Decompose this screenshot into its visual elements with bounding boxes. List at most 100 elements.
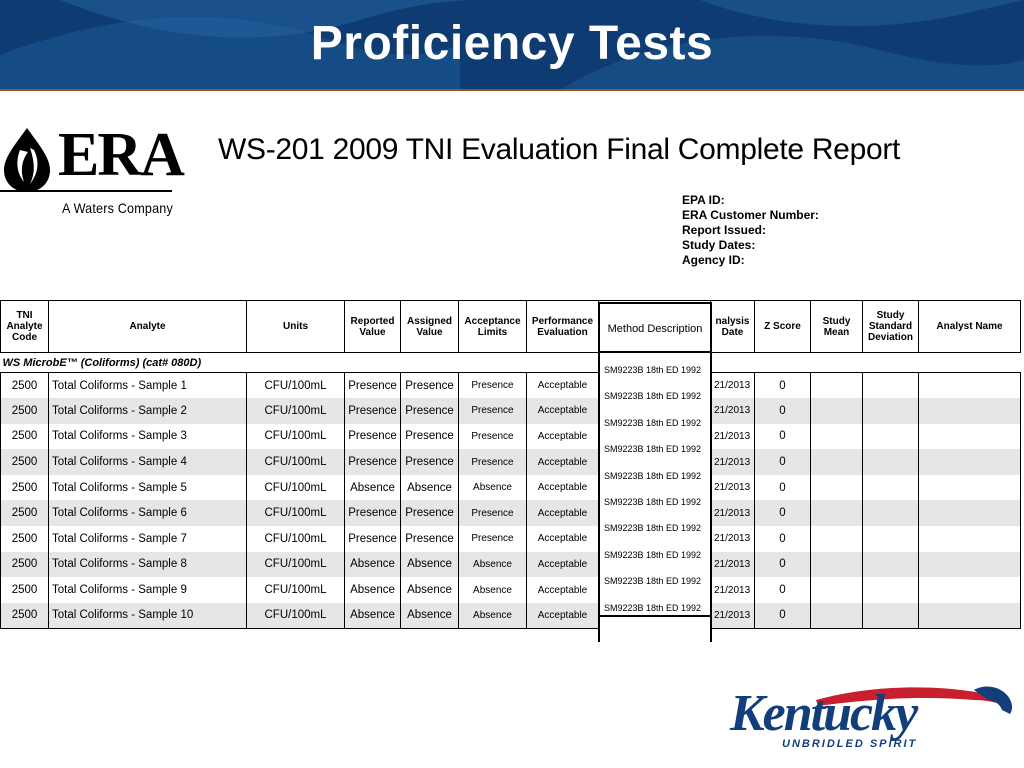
cell-code: 2500 [0,500,49,527]
cell-code: 2500 [0,474,49,501]
cell-analyte: Total Coliforms - Sample 1 [48,372,247,399]
header-z: Z Score [754,300,811,353]
cell-acceptance: Presence [458,372,527,399]
cell-units: CFU/100mL [246,551,345,578]
cell-date: 21/2013 [710,474,755,501]
cell-assigned: Presence [400,423,459,450]
cell-mean [810,577,863,603]
cell-mean [810,398,863,424]
cell-mean [810,602,863,629]
cell-reported: Presence [344,449,401,475]
cell-sd [862,398,919,424]
method-cell: SM9223B 18th ED 1992 [600,405,710,433]
header-reported: Reported Value [344,300,401,353]
cell-units: CFU/100mL [246,423,345,450]
info-customer-number: ERA Customer Number: [682,208,819,222]
cell-reported: Presence [344,526,401,552]
cell-sd [862,423,919,450]
cell-reported: Presence [344,500,401,527]
cell-date: 21/2013 [710,551,755,578]
method-cell: SM9223B 18th ED 1992 [604,549,702,560]
era-wordmark: ERA [58,121,185,189]
cell-acceptance: Presence [458,526,527,552]
cell-z: 0 [754,500,811,527]
header-mean: Study Mean [810,300,863,353]
cell-code: 2500 [0,602,49,629]
cell-reported: Presence [344,398,401,424]
cell-name [918,474,1021,501]
cell-date: 21/2013 [710,500,755,527]
info-study-dates: Study Dates: [682,238,756,252]
cell-mean [810,526,863,552]
cell-name [918,526,1021,552]
table-row: 2500 Total Coliforms - Sample 4 CFU/100mL P… [0,449,1021,475]
table-row: 2500 Total Coliforms - Sample 5 CFU/100mL A… [0,474,1021,501]
banner-swoosh-decoration [0,0,1024,90]
cell-date: 21/2013 [710,577,755,603]
era-tagline: A Waters Company [62,200,173,216]
cell-acceptance: Absence [458,474,527,501]
header-acceptance: Acceptance Limits [458,300,527,353]
cell-sd [862,372,919,399]
cell-name [918,602,1021,629]
method-cell: SM9223B 18th ED 1992 [600,511,710,538]
cell-acceptance: Absence [458,551,527,578]
cell-mean [810,551,863,578]
cell-performance: Acceptable [526,500,599,527]
cell-performance: Acceptable [526,398,599,424]
cell-acceptance: Presence [458,423,527,450]
info-epa-id: EPA ID: [682,193,725,207]
cell-mean [810,372,863,399]
kentucky-horse-logo-icon [816,686,1013,714]
cell-acceptance: Presence [458,398,527,424]
cell-code: 2500 [0,372,49,399]
cell-assigned: Absence [400,474,459,501]
group-row: WS MicrobE™ (Coliforms) (cat# 080D) [0,352,1021,373]
cell-units: CFU/100mL [246,474,345,501]
cell-name [918,551,1021,578]
method-cell: SM9223B 18th ED 1992 [604,391,702,402]
cell-date: 21/2013 [710,372,755,399]
table-row: 2500 Total Coliforms - Sample 2 CFU/100mL P… [0,398,1021,424]
cell-name [918,398,1021,424]
cell-analyte: Total Coliforms - Sample 2 [48,398,247,424]
cell-sd [862,602,919,629]
header-date: nalysis Date [710,300,755,353]
cell-performance: Acceptable [526,526,599,552]
cell-name [918,500,1021,527]
cell-code: 2500 [0,423,49,450]
cell-mean [810,500,863,527]
cell-name [918,372,1021,399]
cell-z: 0 [754,474,811,501]
table-header-row: TNI Analyte Code Analyte Units Reported … [0,300,1021,353]
cell-assigned: Presence [400,526,459,552]
cell-units: CFU/100mL [246,526,345,552]
cell-date: 21/2013 [710,602,755,629]
cell-code: 2500 [0,577,49,603]
era-logo-rule [0,190,172,192]
info-agency-id: Agency ID: [682,253,745,267]
cell-analyte: Total Coliforms - Sample 4 [48,449,247,475]
cell-sd [862,449,919,475]
method-description-column: Method Description SM9223B 18th ED 1992 S… [598,302,712,642]
cell-analyte: Total Coliforms - Sample 5 [48,474,247,501]
cell-code: 2500 [0,398,49,424]
cell-acceptance: Presence [458,449,527,475]
cell-name [918,423,1021,450]
cell-z: 0 [754,449,811,475]
cell-assigned: Absence [400,577,459,603]
kentucky-tagline: UNBRIDLED SPIRIT [782,738,918,750]
cell-code: 2500 [0,526,49,552]
cell-performance: Acceptable [526,551,599,578]
cell-z: 0 [754,551,811,578]
cell-acceptance: Presence [458,500,527,527]
results-table: TNI Analyte Code Analyte Units Reported … [0,300,1021,629]
cell-name [918,449,1021,475]
header-method: Method Description [600,302,710,353]
cell-units: CFU/100mL [246,602,345,629]
cell-code: 2500 [0,551,49,578]
cell-units: CFU/100mL [246,398,345,424]
cell-assigned: Absence [400,602,459,629]
header-units: Units [246,300,345,353]
header-performance: Performance Evaluation [526,300,599,353]
